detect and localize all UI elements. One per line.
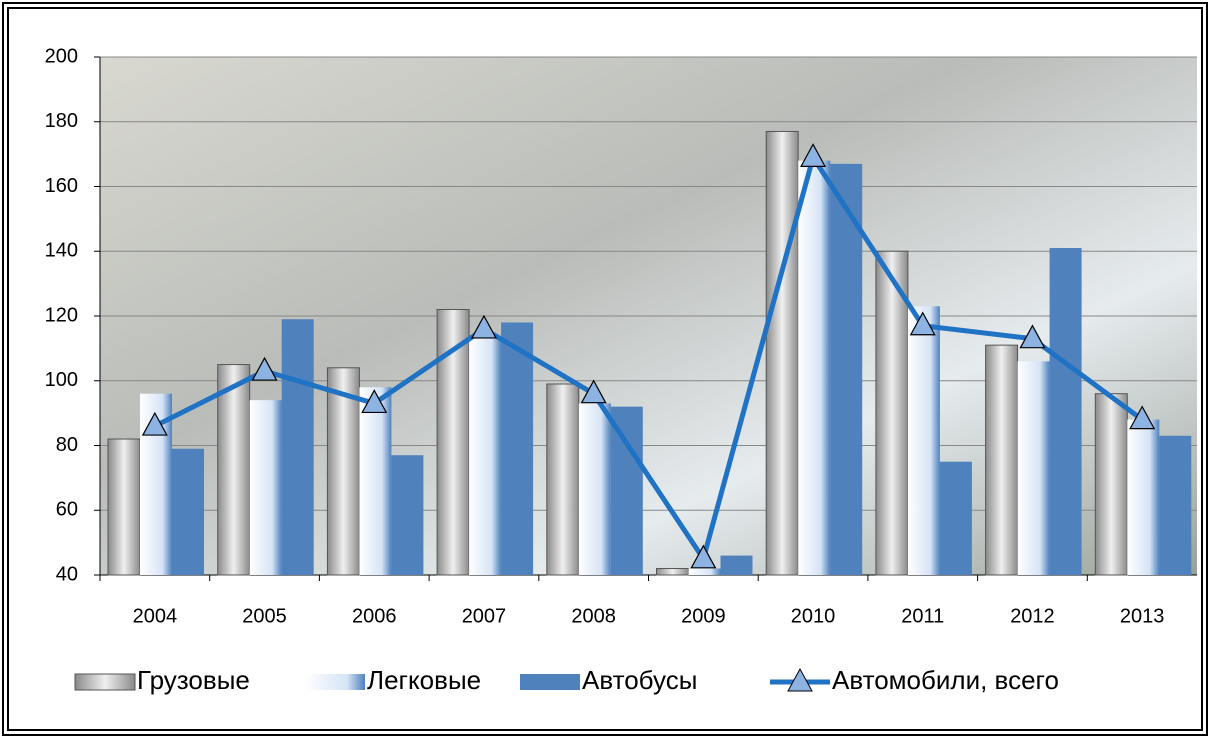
y-tick-label: 200: [45, 45, 78, 67]
marker: [690, 544, 717, 569]
bar: [1159, 435, 1192, 575]
line: [153, 151, 1144, 565]
bar: [391, 455, 424, 575]
bar: [875, 250, 909, 576]
bar: [1049, 248, 1082, 575]
y-tick-label: 100: [45, 369, 78, 391]
y-tick-label: 160: [45, 175, 78, 197]
x-tick-label: 2012: [1010, 605, 1055, 627]
legend-label: Автобусы: [582, 665, 697, 695]
bar: [907, 306, 940, 575]
x-tick-label: 2007: [462, 605, 507, 627]
x-tick-label: 2013: [1120, 605, 1165, 627]
bar: [281, 319, 314, 575]
x-tick-label: 2005: [242, 605, 287, 627]
y-tick-label: 120: [45, 304, 78, 326]
legend-label: Автомобили, всего: [832, 665, 1059, 695]
y-tick-label: 60: [56, 499, 78, 521]
legend-label: Грузовые: [137, 665, 250, 695]
marker: [1019, 324, 1046, 349]
inner-border: [7, 7, 1203, 731]
legend-marker: [787, 667, 813, 692]
marker: [800, 143, 827, 167]
bar: [436, 309, 470, 576]
marker: [141, 411, 168, 436]
y-tick-label: 40: [56, 563, 78, 585]
bar: [798, 160, 831, 575]
bar: [985, 344, 1019, 576]
bar: [1127, 419, 1160, 575]
bar: [688, 568, 721, 575]
x-tick-label: 2006: [352, 605, 397, 627]
bar: [578, 403, 611, 575]
marker: [361, 389, 388, 414]
x-tick-label: 2004: [133, 605, 178, 627]
bar: [610, 406, 643, 575]
x-tick-label: 2010: [791, 605, 836, 627]
bar: [107, 438, 141, 576]
bar: [1094, 393, 1128, 576]
bar: [469, 338, 502, 575]
marker: [470, 314, 497, 339]
bar: [765, 130, 799, 576]
y-tick-label: 180: [45, 110, 78, 132]
x-tick-label: 2008: [571, 605, 616, 627]
legend-swatch: [74, 673, 136, 691]
bar: [359, 387, 392, 575]
bar: [546, 383, 580, 576]
bar: [939, 461, 972, 575]
bar: [501, 322, 534, 575]
y-tick-label: 140: [45, 240, 78, 262]
marker: [1129, 405, 1156, 430]
legend-swatch: [520, 674, 580, 690]
bar: [1017, 361, 1050, 575]
legend-swatch: [305, 674, 365, 690]
x-tick-label: 2009: [681, 605, 726, 627]
bar: [720, 555, 753, 575]
marker: [251, 356, 278, 381]
bar: [217, 364, 251, 576]
marker: [580, 379, 607, 404]
marker: [909, 311, 936, 336]
bar: [172, 448, 204, 575]
y-tick-label: 80: [56, 434, 78, 456]
bar: [656, 568, 689, 576]
bar: [830, 163, 863, 575]
bar: [249, 400, 282, 575]
x-tick-label: 2011: [901, 605, 944, 627]
legend-label: Легковые: [367, 665, 481, 695]
bar: [326, 367, 360, 576]
